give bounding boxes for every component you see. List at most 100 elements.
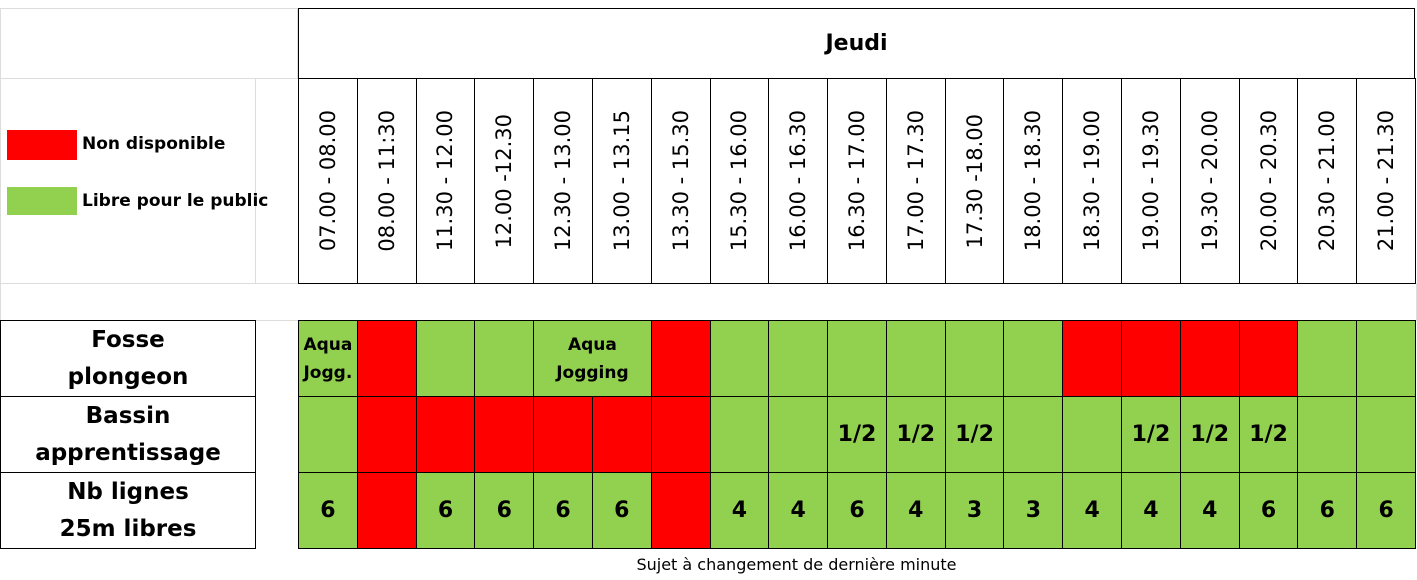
schedule-cell	[709, 320, 770, 397]
time-label: 12.30 - 13.00	[551, 110, 576, 252]
schedule-cell: 3	[1003, 472, 1064, 549]
schedule-cell: 1/2	[1238, 396, 1299, 473]
time-label: 11.30 - 12.00	[433, 110, 458, 252]
time-label: 12.00 -12.30	[492, 113, 517, 249]
day-header: Jeudi	[298, 8, 1415, 79]
time-label: 19.30 - 20.00	[1197, 110, 1222, 252]
schedule-cell	[298, 396, 358, 473]
schedule-cell	[1356, 396, 1416, 473]
time-label: 18.30 - 19.00	[1080, 110, 1105, 252]
time-slot: 18.30 - 19.00	[1062, 78, 1123, 284]
schedule-cell: 6	[827, 472, 887, 549]
time-slot: 17.30 -18.00	[944, 78, 1005, 284]
time-slot: 08.00 - 11:30	[356, 78, 417, 284]
time-slot: 21.00 - 21.30	[1356, 78, 1416, 284]
schedule-cell	[650, 320, 711, 397]
schedule-cell: 6	[474, 472, 535, 549]
row-label-line: Nb lignes	[67, 478, 189, 505]
schedule-cell: 6	[1356, 472, 1416, 549]
schedule-cell: 1/2	[944, 396, 1005, 473]
schedule-cell	[1062, 396, 1123, 473]
schedule-cell	[768, 396, 829, 473]
time-label: 16.00 - 16.30	[786, 110, 811, 252]
schedule-cell: 6	[415, 472, 476, 549]
schedule-cell	[474, 396, 535, 473]
row-label: Nb lignes 25m libres	[0, 472, 256, 549]
schedule-cell: 1/2	[885, 396, 946, 473]
schedule-cell: 4	[1062, 472, 1123, 549]
schedule-cell	[1003, 396, 1064, 473]
schedule-cell	[1356, 320, 1416, 397]
time-slot: 12.30 - 13.00	[533, 78, 593, 284]
schedule-cell: 1/2	[1179, 396, 1240, 473]
row-label-line: Fosse	[91, 326, 165, 353]
time-label: 20.30 - 21.00	[1315, 110, 1340, 252]
schedule-cell	[827, 320, 887, 397]
schedule-cell	[356, 320, 417, 397]
schedule-cell	[356, 472, 417, 549]
time-label: 17.30 -18.00	[962, 113, 987, 249]
time-slot: 18.00 - 18.30	[1003, 78, 1064, 284]
schedule-cell: 1/2	[1121, 396, 1181, 473]
time-label: 20.00 - 20.30	[1256, 110, 1281, 252]
schedule-cell: 3	[944, 472, 1005, 549]
row-label-line: Bassin	[85, 402, 171, 429]
row-label-line: plongeon	[67, 363, 189, 390]
schedule-cell: 6	[533, 472, 593, 549]
schedule-cell	[768, 320, 829, 397]
schedule-cell: Aqua Jogging	[533, 320, 652, 397]
schedule-cell	[650, 472, 711, 549]
row-label: Bassin apprentissage	[0, 396, 256, 473]
schedule-cell	[1003, 320, 1064, 397]
time-label: 19.00 - 19.30	[1138, 110, 1163, 252]
time-slot: 12.00 -12.30	[474, 78, 535, 284]
time-label: 17.00 - 17.30	[903, 110, 928, 252]
schedule-cell: 4	[1121, 472, 1181, 549]
row-label-line: apprentissage	[35, 439, 221, 466]
schedule-cell	[650, 396, 711, 473]
time-slot: 13.30 - 15.30	[650, 78, 711, 284]
time-slot: 13.00 - 13.15	[591, 78, 652, 284]
time-slot: 17.00 - 17.30	[885, 78, 946, 284]
schedule-cell: 4	[709, 472, 770, 549]
schedule-cell	[415, 396, 476, 473]
time-label: 18.00 - 18.30	[1021, 110, 1046, 252]
schedule-cell	[1179, 320, 1240, 397]
schedule-cell: 4	[1179, 472, 1240, 549]
schedule-cell	[533, 396, 593, 473]
schedule-cell	[1121, 320, 1181, 397]
time-label: 15.30 - 16.00	[727, 110, 752, 252]
legend-swatch	[7, 130, 77, 160]
schedule-cell: 6	[298, 472, 358, 549]
time-label: 07.00 - 08.00	[315, 110, 340, 252]
row-label: Fosse plongeon	[0, 320, 256, 397]
time-label: 08.00 - 11:30	[374, 110, 399, 252]
time-slot: 15.30 - 16.00	[709, 78, 770, 284]
schedule-cell	[591, 396, 652, 473]
grid-cell	[0, 283, 1417, 321]
schedule-cell: 4	[768, 472, 829, 549]
legend-swatch	[7, 187, 77, 215]
schedule-cell	[944, 320, 1005, 397]
schedule-cell	[474, 320, 535, 397]
schedule-cell	[1297, 320, 1358, 397]
time-slot: 16.00 - 16.30	[768, 78, 829, 284]
schedule-cell: 6	[591, 472, 652, 549]
time-slot: 19.00 - 19.30	[1121, 78, 1181, 284]
legend-label: Non disponible	[82, 134, 226, 154]
grid-cell	[0, 8, 298, 79]
schedule-cell: 4	[885, 472, 946, 549]
schedule-cell	[1062, 320, 1123, 397]
schedule-cell: 6	[1297, 472, 1358, 549]
schedule-cell: 6	[1238, 472, 1299, 549]
time-label: 21.00 - 21.30	[1374, 110, 1399, 252]
time-slot: 19.30 - 20.00	[1179, 78, 1240, 284]
schedule-cell	[1238, 320, 1299, 397]
schedule-cell	[885, 320, 946, 397]
footer-note: Sujet à changement de dernière minute	[636, 554, 957, 574]
time-label: 13.30 - 15.30	[668, 110, 693, 252]
time-slot: 07.00 - 08.00	[298, 78, 358, 284]
schedule-cell	[415, 320, 476, 397]
schedule-cell: 1/2	[827, 396, 887, 473]
